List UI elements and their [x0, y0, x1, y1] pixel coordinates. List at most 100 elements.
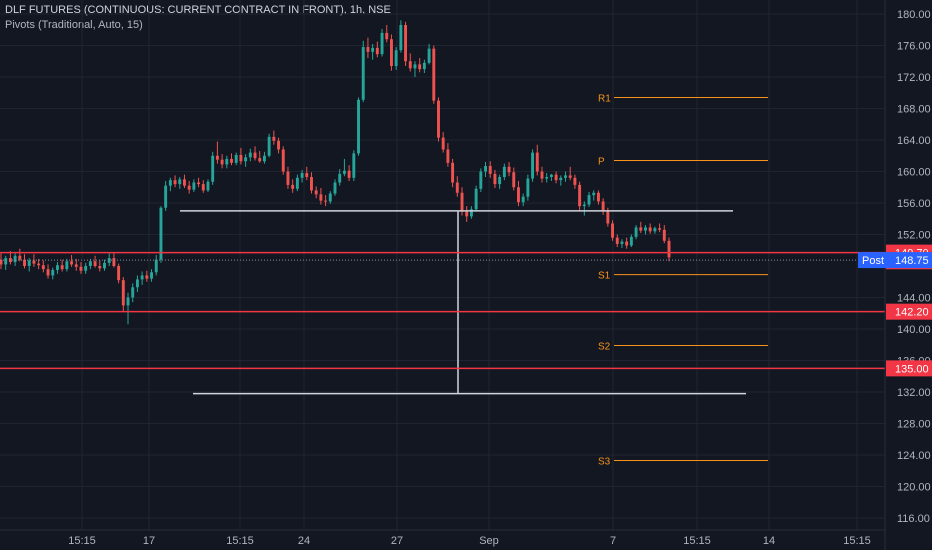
level-price-tag-bg — [886, 303, 932, 320]
candle-body — [366, 47, 370, 52]
x-tick-label: 15:15 — [226, 535, 254, 547]
candle-body — [639, 227, 643, 231]
time-axis[interactable] — [0, 530, 885, 550]
candle-body — [27, 260, 31, 266]
candle-body — [65, 261, 69, 270]
y-tick-label: 172.00 — [897, 72, 931, 84]
candle-body — [592, 192, 596, 196]
candle-body — [305, 173, 309, 178]
candle-body — [568, 175, 572, 178]
candle-body — [601, 201, 605, 211]
candle-body — [413, 64, 417, 69]
candle-body — [493, 173, 497, 185]
candle-body — [98, 266, 102, 269]
x-tick-label: 27 — [391, 535, 403, 547]
candle-body — [32, 260, 36, 264]
candle-body — [168, 180, 172, 186]
candle-body — [385, 32, 389, 40]
candle-body — [234, 154, 238, 163]
x-tick-label: 24 — [298, 535, 310, 547]
candle-body — [338, 173, 342, 183]
candle-body — [295, 177, 299, 189]
price-axis[interactable] — [885, 0, 932, 550]
candle-body — [291, 184, 295, 189]
candle-body — [206, 181, 210, 191]
candle-body — [4, 258, 8, 265]
candle-body — [465, 211, 469, 217]
pivot-label-r1: R1 — [598, 93, 611, 104]
y-tick-label: 160.00 — [897, 167, 931, 179]
candle-body — [286, 171, 290, 185]
candle-body — [554, 174, 558, 181]
candle-body — [150, 272, 153, 279]
candle-body — [70, 261, 74, 265]
candle-body — [648, 227, 652, 232]
candle-body — [267, 136, 271, 156]
y-tick-label: 156.00 — [897, 198, 931, 210]
y-tick-label: 116.00 — [897, 513, 930, 525]
candle-body — [220, 159, 224, 165]
candle-body — [88, 261, 92, 266]
candle-body — [549, 174, 553, 178]
candle-body — [418, 64, 422, 70]
candle-body — [488, 165, 492, 174]
chart-title: DLF FUTURES (CONTINUOUS: CURRENT CONTRAC… — [5, 4, 391, 16]
y-tick-label: 152.00 — [897, 230, 931, 242]
y-tick-label: 132.00 — [897, 387, 931, 399]
pivot-label-s1: S1 — [598, 271, 611, 282]
candle-body — [347, 170, 351, 178]
candle-body — [164, 185, 168, 208]
candle-body — [427, 48, 431, 63]
candle-body — [625, 241, 629, 246]
candle-body — [352, 153, 356, 178]
candle-body — [215, 155, 219, 160]
candle-body — [239, 154, 243, 162]
candle-body — [484, 165, 487, 172]
candle-body — [140, 275, 144, 280]
y-tick-label: 164.00 — [897, 135, 931, 147]
candle-body — [319, 194, 323, 201]
candle-body — [573, 177, 577, 185]
candle-body — [107, 258, 111, 263]
candle-body — [74, 264, 78, 267]
candle-body — [512, 172, 516, 188]
candle-body — [460, 192, 464, 212]
candle-body — [521, 196, 525, 203]
indicator-legend[interactable]: Pivots (Traditional, Auto, 15) — [5, 19, 143, 31]
candle-body — [328, 193, 332, 202]
candle-body — [159, 207, 163, 260]
candle-body — [658, 228, 662, 230]
y-tick-label: 168.00 — [897, 104, 931, 116]
candle-body — [474, 188, 478, 210]
candle-body — [535, 152, 539, 172]
candle-body — [324, 200, 328, 202]
candle-body — [197, 182, 201, 185]
y-tick-label: 140.00 — [897, 324, 931, 336]
candle-body — [225, 158, 229, 165]
candle-body — [667, 240, 671, 258]
candle-body — [479, 171, 483, 189]
candle-body — [408, 61, 412, 69]
y-tick-label: 128.00 — [897, 419, 931, 431]
candle-body — [55, 265, 59, 270]
y-tick-label: 144.00 — [897, 293, 931, 305]
candle-body — [564, 175, 567, 178]
candle-body — [559, 177, 563, 181]
candle-body — [135, 279, 139, 288]
candle-body — [281, 149, 285, 172]
candle-body — [173, 180, 177, 185]
candle-body — [183, 179, 186, 186]
candle-body — [333, 182, 337, 194]
candle-body — [469, 209, 473, 217]
candle-body — [629, 236, 633, 246]
candle-body — [587, 195, 591, 205]
x-tick-label: 14 — [763, 535, 775, 547]
candle-body — [258, 158, 262, 162]
candle-body — [178, 179, 182, 185]
x-tick-label: 15:15 — [683, 535, 711, 547]
candle-body — [375, 47, 379, 55]
candle-body — [611, 223, 615, 238]
candle-body — [103, 262, 106, 269]
candle-body — [399, 25, 403, 51]
